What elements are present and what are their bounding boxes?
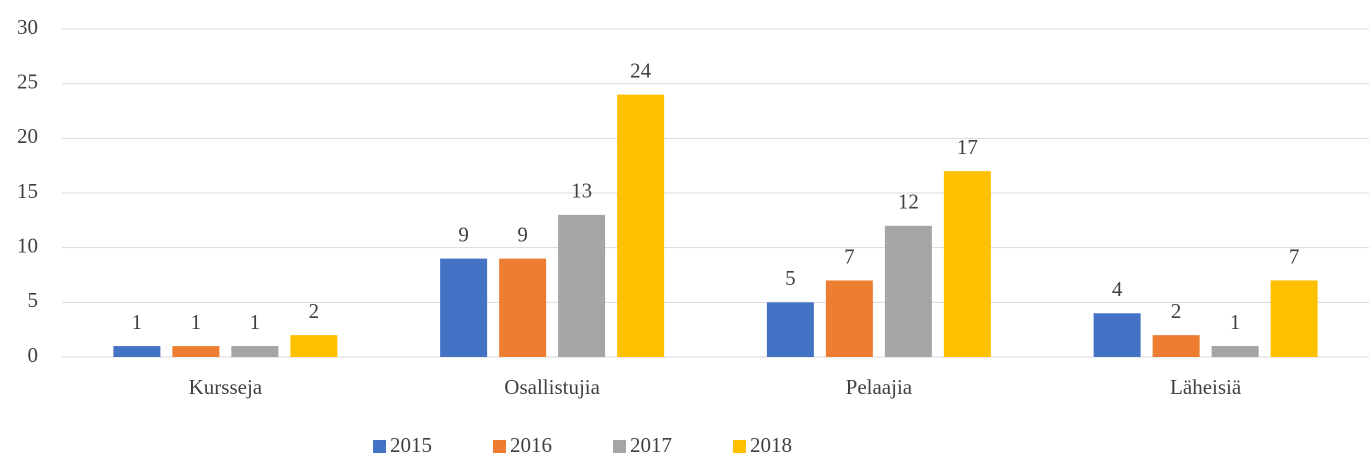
bar xyxy=(1152,335,1200,357)
data-label: 9 xyxy=(458,222,469,246)
y-tick-label: 30 xyxy=(17,15,38,39)
data-label: 4 xyxy=(1112,277,1123,301)
data-label: 1 xyxy=(1230,310,1241,334)
bar xyxy=(1093,313,1141,357)
bar xyxy=(825,280,873,357)
y-tick-label: 10 xyxy=(17,233,38,257)
bar xyxy=(617,94,665,357)
bar xyxy=(231,346,279,357)
bar xyxy=(1211,346,1259,357)
data-label: 2 xyxy=(1171,299,1182,323)
x-tick-label: Läheisiä xyxy=(1170,375,1242,399)
bar xyxy=(172,346,220,357)
legend-swatch xyxy=(613,440,626,453)
y-tick-label: 15 xyxy=(17,179,38,203)
data-label: 9 xyxy=(517,222,528,246)
data-label: 1 xyxy=(132,310,143,334)
y-tick-label: 5 xyxy=(28,288,39,312)
data-label: 13 xyxy=(571,179,592,203)
bar xyxy=(884,225,932,357)
bar xyxy=(558,214,606,357)
bar xyxy=(113,346,161,357)
data-label: 7 xyxy=(844,244,855,268)
bar xyxy=(440,258,488,357)
data-label: 1 xyxy=(250,310,261,334)
bar xyxy=(1270,280,1318,357)
legend-label: 2016 xyxy=(510,433,552,457)
y-tick-label: 0 xyxy=(28,343,39,367)
legend-label: 2018 xyxy=(750,433,792,457)
bar xyxy=(766,302,814,357)
legend-label: 2017 xyxy=(630,433,672,457)
y-tick-label: 20 xyxy=(17,124,38,148)
x-tick-label: Pelaajia xyxy=(846,375,913,399)
y-tick-label: 25 xyxy=(17,69,38,93)
data-label: 17 xyxy=(957,135,978,159)
data-label: 5 xyxy=(785,266,796,290)
data-label: 12 xyxy=(898,190,919,214)
x-tick-label: Kursseja xyxy=(189,375,263,399)
legend-swatch xyxy=(493,440,506,453)
legend-swatch xyxy=(373,440,386,453)
legend-label: 2015 xyxy=(390,433,432,457)
data-label: 2 xyxy=(309,299,320,323)
legend-swatch xyxy=(733,440,746,453)
bar xyxy=(499,258,547,357)
data-label: 7 xyxy=(1289,244,1300,268)
data-label: 24 xyxy=(630,58,652,82)
bar xyxy=(943,171,991,357)
bar xyxy=(290,335,338,357)
data-label: 1 xyxy=(191,310,202,334)
x-tick-label: Osallistujia xyxy=(504,375,600,399)
